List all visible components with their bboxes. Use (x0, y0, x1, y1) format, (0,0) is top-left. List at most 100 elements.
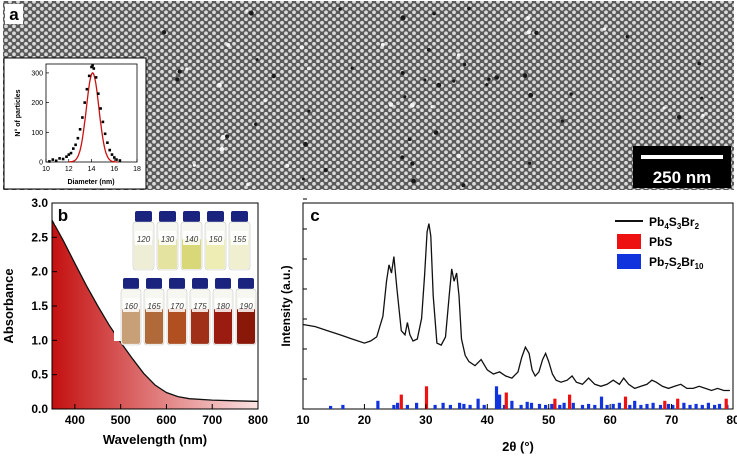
lattice-vacancy (430, 105, 434, 109)
vial-liquid (182, 238, 201, 270)
vial-cap (159, 211, 176, 222)
inset-x-tick-label: 12 (65, 166, 73, 173)
lattice-vacancy (400, 71, 405, 75)
panel-c-label: c (310, 206, 319, 225)
inset-data-point (74, 143, 77, 147)
panel-b-xlabel: Wavelength (nm) (103, 432, 207, 447)
vial-temperature-label: 165 (147, 302, 161, 311)
lattice-vacancy (522, 73, 528, 78)
pb7s2br10-reference-bar (462, 403, 466, 410)
lattice-vacancy (245, 9, 249, 13)
pb7s2br10-reference-bar (682, 402, 686, 409)
lattice-vacancy (609, 77, 614, 81)
vial-cap (146, 278, 162, 289)
pb7s2br10-reference-bar (580, 404, 585, 409)
lattice-vacancy (216, 82, 222, 88)
lattice-vacancy (436, 82, 442, 88)
pb7s2br10-reference-bar (468, 404, 472, 409)
inset-data-point (94, 76, 98, 79)
vial-label-sticker (192, 298, 208, 312)
vial-cap (123, 278, 139, 289)
lattice-vacancy (534, 30, 539, 35)
lattice-vacancy (560, 119, 565, 123)
inset-data-point (58, 157, 61, 160)
lattice-vacancy (254, 122, 258, 127)
lattice-vacancy (299, 45, 304, 50)
vial-temperature-label: 130 (161, 235, 175, 244)
inset-data-point (67, 153, 71, 156)
pb7s2br10-reference-bar (593, 404, 597, 409)
lattice-vacancy (432, 11, 436, 16)
pbs-reference-bar (623, 396, 628, 409)
legend-pbs-swatch (617, 234, 641, 249)
vials-top-row: 120 130 140 150 155 (132, 211, 251, 271)
tem-vacancies (161, 6, 705, 188)
inset-data-point (76, 136, 80, 140)
vial-label-sticker (123, 298, 139, 312)
pb7s2br10-reference-bar (433, 404, 437, 409)
vial-label-sticker (146, 298, 162, 312)
lattice-vacancy (403, 95, 407, 99)
lattice-vacancy (225, 134, 230, 139)
legend-pb7-swatch (617, 254, 641, 269)
lattice-vacancy (494, 75, 500, 80)
inset-fit-curve (68, 72, 118, 163)
lattice-vacancy (407, 137, 412, 141)
panel-c-x-tick-label: 20 (358, 413, 372, 427)
lattice-vacancy (528, 92, 534, 98)
inset-data-point (113, 156, 116, 159)
lattice-vacancy (526, 30, 531, 35)
pb7s2br10-reference-bar (498, 394, 502, 409)
vial-temperature-label: 170 (170, 302, 184, 311)
panel-b-y-tick-label: 0.0 (31, 402, 48, 416)
panel-c-x-tick-label: 50 (542, 413, 556, 427)
panel-c-x-tick-label: 80 (726, 413, 737, 427)
lattice-vacancy (192, 163, 196, 167)
inset-x-tick-label: 10 (42, 166, 50, 173)
vial-liquid (145, 308, 163, 344)
vial-liquid (122, 308, 140, 344)
panel-c-x-tick-label: 60 (603, 413, 617, 427)
panel-c-x-tick-label: 30 (419, 413, 433, 427)
pb7s2br10-reference-bar (476, 398, 480, 409)
lattice-vacancy (177, 69, 182, 74)
pb7s2br10-reference-bar (658, 404, 663, 409)
pb7s2br10-reference-bar (706, 402, 710, 409)
lattice-vacancy (456, 53, 461, 57)
panel-a-label: a (9, 5, 19, 24)
vial-label-sticker (169, 298, 185, 312)
lattice-vacancy (487, 77, 491, 81)
lattice-vacancy (602, 27, 607, 31)
inset-data-point (115, 158, 118, 161)
lattice-vacancy (697, 61, 702, 66)
pb7s2br10-reference-bar (441, 402, 445, 409)
lattice-vacancy (220, 134, 226, 140)
vial-label-sticker (238, 298, 254, 312)
inset-data-point (48, 160, 51, 163)
panel-a: a 250 nm 10 12 14 16 18 0 100 200 300 Diameter (… (3, 1, 734, 190)
inset-data-point (110, 153, 114, 156)
lattice-vacancy (303, 141, 308, 147)
vial-cap (238, 278, 254, 289)
panel-b-y-tick-label: 0.5 (31, 368, 48, 382)
lattice-vacancy (271, 73, 276, 79)
panel-c-x-tick-label: 70 (665, 413, 679, 427)
size-histogram-inset: 10 12 14 16 18 0 100 200 300 Diameter (nm) N° of… (3, 57, 147, 190)
lattice-vacancy (528, 161, 532, 165)
inset-data-point (91, 64, 94, 67)
inset-data-point (72, 147, 75, 150)
pb7s2br10-reference-bar (571, 402, 575, 409)
legend-pb7-label: Pb7S2Br10 (649, 255, 704, 271)
lattice-vacancy (219, 146, 225, 152)
inset-y-tick-label: 300 (31, 70, 43, 77)
vial-cap (135, 211, 152, 222)
vial-liquid (191, 308, 209, 344)
lattice-vacancy (255, 58, 259, 62)
pb7s2br10-reference-bar (666, 403, 671, 410)
pbs-reference-bar (676, 398, 680, 409)
inset-data-point (87, 74, 91, 78)
pb7s2br10-reference-bar (688, 404, 692, 409)
inset-x-tick-label: 16 (110, 166, 118, 173)
vial-cap (192, 278, 208, 289)
